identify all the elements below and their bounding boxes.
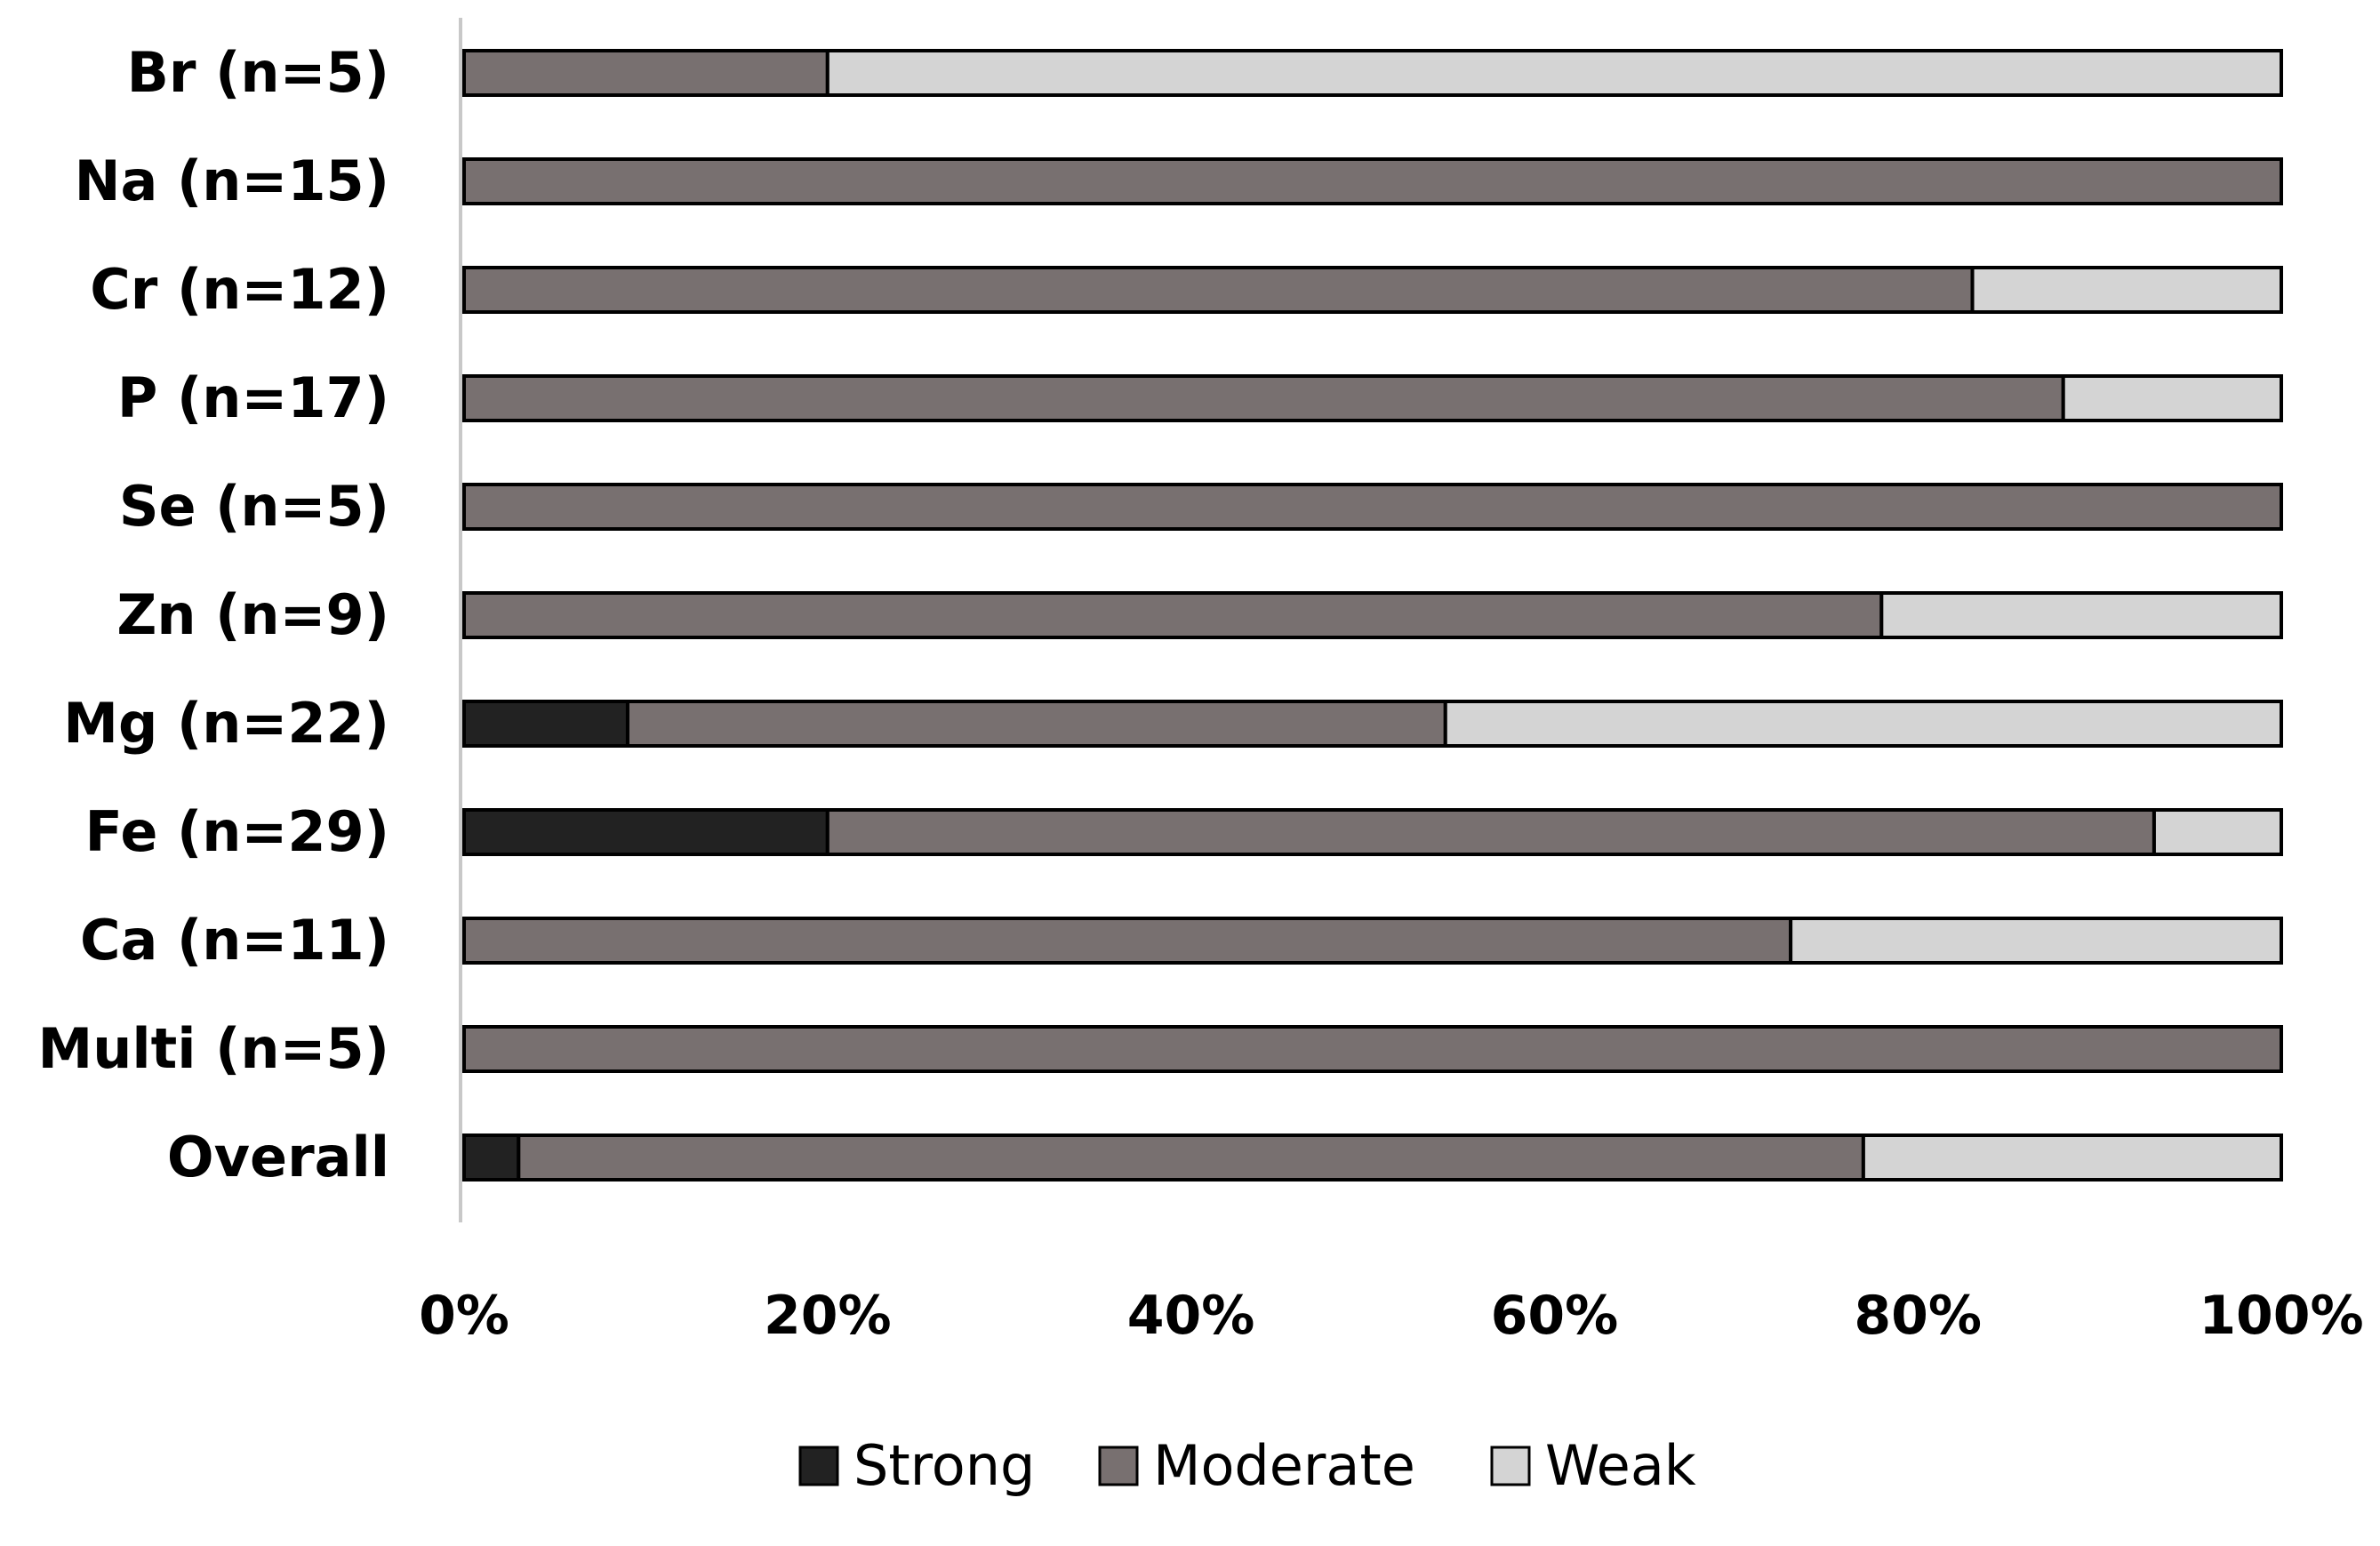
bar-moderate-multi-n-5 [462,1025,2283,1073]
category-label-zn-n-9: Zn (n=9) [116,582,389,647]
category-label-se-n-5: Se (n=5) [119,474,389,539]
category-label-cr-n-12: Cr (n=12) [90,257,389,322]
legend-label-strong: Strong [853,1433,1035,1498]
bar-weak-br-n-5 [825,49,2283,97]
bar-moderate-zn-n-9 [462,591,1884,639]
x-tick-label: 40% [1127,1285,1255,1347]
category-label-overall: Overall [167,1125,389,1190]
bar-moderate-se-n-5 [462,483,2283,531]
bar-weak-mg-n-22 [1443,700,2283,748]
category-label-br-n-5: Br (n=5) [127,40,389,105]
x-tick-label: 100% [2199,1285,2363,1347]
legend-swatch-weak [1490,1446,1531,1486]
bars-group [462,49,2284,1182]
x-tick-labels: 0% 20% 40% 60% 80% 100% [419,1285,2364,1347]
legend-swatch-strong [798,1446,839,1486]
bar-strong-overall [462,1133,521,1182]
legend-label-weak: Weak [1545,1433,1696,1498]
bar-moderate-cr-n-12 [462,266,1975,314]
legend-swatch-moderate [1098,1446,1139,1486]
bar-moderate-br-n-5 [462,49,829,97]
category-label-multi-n-5: Multi (n=5) [38,1016,389,1081]
x-tick-label: 20% [764,1285,892,1347]
bar-weak-overall [1861,1133,2283,1182]
bar-weak-p-n-17 [2061,374,2283,422]
bar-strong-mg-n-22 [462,700,629,748]
bar-weak-zn-n-9 [1879,591,2284,639]
bar-moderate-na-n-15 [462,157,2283,205]
bar-weak-cr-n-12 [1970,266,2284,314]
x-tick-label: 0% [419,1285,509,1347]
category-label-na-n-15: Na (n=15) [75,148,389,213]
x-tick-label: 80% [1854,1285,1982,1347]
category-labels: Br (n=5) Na (n=15) Cr (n=12) P (n=17) Se (n=… [38,40,389,1190]
bar-moderate-p-n-17 [462,374,2065,422]
bar-moderate-overall [517,1133,1865,1182]
category-label-mg-n-22: Mg (n=22) [63,691,389,756]
bar-moderate-mg-n-22 [625,700,1447,748]
bar-strong-fe-n-29 [462,808,829,856]
bar-weak-ca-n-11 [1789,917,2283,965]
legend-label-moderate: Moderate [1153,1433,1415,1498]
category-label-ca-n-11: Ca (n=11) [80,908,389,973]
bar-weak-fe-n-29 [2152,808,2283,856]
bar-moderate-fe-n-29 [825,808,2156,856]
category-label-fe-n-29: Fe (n=29) [84,799,389,864]
bar-moderate-ca-n-11 [462,917,1793,965]
x-tick-label: 60% [1491,1285,1619,1347]
legend: Strong Moderate Weak [798,1433,1696,1498]
category-label-p-n-17: P (n=17) [117,365,389,430]
